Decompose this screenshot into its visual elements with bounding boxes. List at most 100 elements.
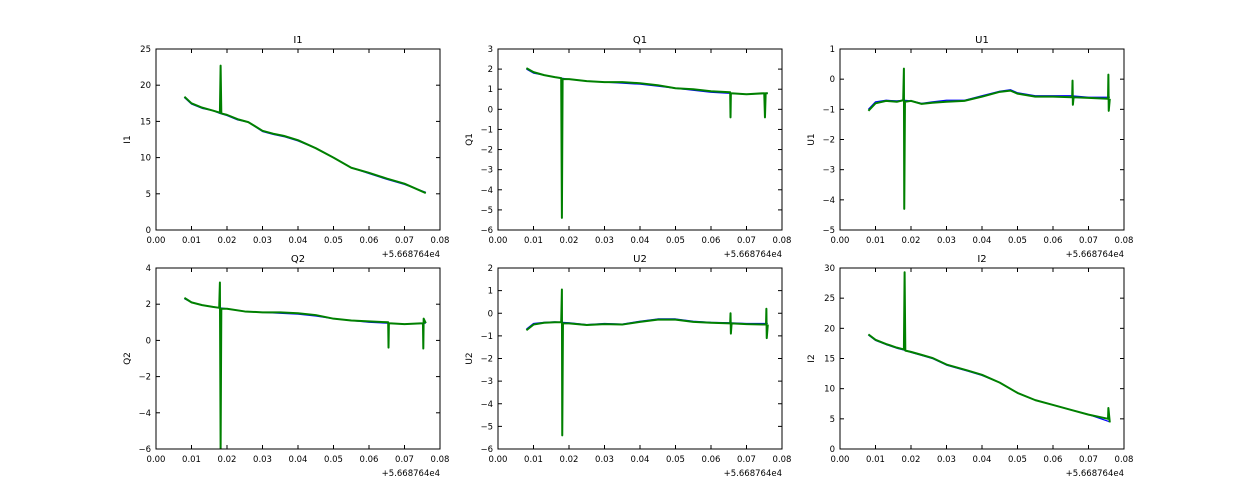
x-tick-label-u1-8: 0.08 bbox=[1115, 236, 1134, 246]
chart-title-i1: I1 bbox=[293, 35, 302, 46]
x-tick-label-i1-4: 0.04 bbox=[289, 236, 308, 246]
y-tick-label-i1-5: 25 bbox=[140, 45, 151, 55]
x-tick-label-q1-5: 0.05 bbox=[666, 236, 685, 246]
chart-i1: 0.00 0.01 0.02 0.03 0.04 0.05 0.06 0.07 0.08 0 5 10… bbox=[123, 35, 449, 260]
x-tick-label-i2-8: 0.08 bbox=[1115, 455, 1134, 465]
x-tick-label-i2-1: 0.01 bbox=[866, 455, 885, 465]
y-tick-label-q2-1: −4 bbox=[138, 409, 151, 419]
x-tick-label-u2-8: 0.08 bbox=[773, 455, 792, 465]
x-tick-label-q1-0: 0.00 bbox=[489, 236, 508, 246]
y-tick-label-u1-6: 1 bbox=[830, 45, 835, 55]
y-tick-label-q1-1: −5 bbox=[480, 206, 493, 216]
y-tick-label-u1-1: −4 bbox=[822, 196, 835, 206]
y-axis-label-u1: U1 bbox=[807, 133, 817, 145]
y-axis-label-q1: Q1 bbox=[465, 133, 475, 146]
x-tick-label-u2-6: 0.06 bbox=[702, 455, 721, 465]
y-tick-label-q1-4: −2 bbox=[480, 146, 493, 156]
y-tick-label-q1-0: −6 bbox=[480, 226, 493, 236]
x-tick-label-i1-6: 0.06 bbox=[360, 236, 379, 246]
x-tick-label-q2-3: 0.03 bbox=[253, 455, 272, 465]
y-tick-label-u2-1: −5 bbox=[480, 422, 493, 432]
x-tick-label-u1-2: 0.02 bbox=[902, 236, 921, 246]
y-tick-label-u1-3: −2 bbox=[822, 136, 835, 146]
y-axis-label-i1: I1 bbox=[123, 135, 133, 143]
y-tick-label-u1-2: −3 bbox=[822, 166, 835, 176]
x-tick-label-q1-4: 0.04 bbox=[631, 236, 650, 246]
chart-title-u2: U2 bbox=[633, 254, 647, 265]
y-tick-label-i1-0: 0 bbox=[146, 226, 151, 236]
x-offset-label-i1: +5.668764e4 bbox=[382, 250, 440, 260]
y-tick-label-q2-2: −2 bbox=[138, 373, 151, 383]
y-tick-label-u2-6: 0 bbox=[488, 309, 493, 319]
x-tick-label-i2-5: 0.05 bbox=[1008, 455, 1027, 465]
x-tick-label-i1-0: 0.00 bbox=[147, 236, 166, 246]
x-tick-label-q1-6: 0.06 bbox=[702, 236, 721, 246]
y-tick-label-q1-8: 2 bbox=[488, 65, 493, 75]
x-tick-label-i1-2: 0.02 bbox=[218, 236, 237, 246]
y-axis-label-u2: U2 bbox=[465, 352, 475, 364]
chart-title-i2: I2 bbox=[977, 254, 986, 265]
y-axis-label-i2: I2 bbox=[807, 354, 817, 362]
x-tick-label-u1-4: 0.04 bbox=[973, 236, 992, 246]
x-tick-label-q2-1: 0.01 bbox=[182, 455, 201, 465]
y-tick-label-u2-7: 1 bbox=[488, 287, 493, 297]
chart-i2: 0.00 0.01 0.02 0.03 0.04 0.05 0.06 0.07 0.08 0 5 10… bbox=[807, 254, 1133, 479]
x-tick-label-q1-8: 0.08 bbox=[773, 236, 792, 246]
series-line-u1-2 bbox=[867, 67, 1111, 210]
x-tick-label-q1-3: 0.03 bbox=[595, 236, 614, 246]
y-tick-label-q1-5: −1 bbox=[480, 125, 493, 135]
y-tick-label-u2-3: −3 bbox=[480, 377, 493, 387]
x-tick-label-u2-4: 0.04 bbox=[631, 455, 650, 465]
x-tick-label-u1-7: 0.07 bbox=[1079, 236, 1098, 246]
x-tick-label-i1-7: 0.07 bbox=[395, 236, 414, 246]
chart-q1: 0.00 0.01 0.02 0.03 0.04 0.05 0.06 0.07 0.08 −6 −5… bbox=[465, 35, 791, 260]
series-line-i2-2 bbox=[867, 271, 1111, 423]
y-tick-label-q1-7: 1 bbox=[488, 85, 493, 95]
x-tick-label-q2-5: 0.05 bbox=[324, 455, 343, 465]
x-tick-label-q2-6: 0.06 bbox=[360, 455, 379, 465]
chart-title-u1: U1 bbox=[975, 35, 989, 46]
x-tick-label-i2-0: 0.00 bbox=[831, 455, 850, 465]
y-axis-label-q2: Q2 bbox=[123, 352, 133, 365]
y-tick-label-u1-4: −1 bbox=[822, 105, 835, 115]
x-tick-label-u1-6: 0.06 bbox=[1044, 236, 1063, 246]
x-tick-label-q2-2: 0.02 bbox=[218, 455, 237, 465]
x-tick-label-u2-0: 0.00 bbox=[489, 455, 508, 465]
x-tick-label-u1-5: 0.05 bbox=[1008, 236, 1027, 246]
chart-q2: 0.00 0.01 0.02 0.03 0.04 0.05 0.06 0.07 0.08 −6 −4… bbox=[123, 254, 449, 479]
x-tick-label-u2-3: 0.03 bbox=[595, 455, 614, 465]
x-tick-label-i2-2: 0.02 bbox=[902, 455, 921, 465]
x-tick-label-u1-0: 0.00 bbox=[831, 236, 850, 246]
y-tick-label-i1-3: 15 bbox=[140, 117, 151, 127]
y-tick-label-u1-5: 0 bbox=[830, 75, 835, 85]
y-tick-label-i2-0: 0 bbox=[830, 445, 835, 455]
x-tick-label-u2-7: 0.07 bbox=[737, 455, 756, 465]
x-offset-label-u2: +5.668764e4 bbox=[724, 469, 782, 479]
y-tick-label-u2-0: −6 bbox=[480, 445, 493, 455]
series-line-q2-2 bbox=[183, 281, 427, 449]
chart-title-q1: Q1 bbox=[633, 35, 647, 46]
y-tick-label-i2-4: 20 bbox=[824, 324, 835, 334]
y-tick-label-i1-4: 20 bbox=[140, 81, 151, 91]
y-tick-label-u1-0: −5 bbox=[822, 226, 835, 236]
series-line-i1-2 bbox=[183, 64, 427, 194]
x-tick-label-i1-1: 0.01 bbox=[182, 236, 201, 246]
x-tick-label-u2-1: 0.01 bbox=[524, 455, 543, 465]
x-tick-label-i1-5: 0.05 bbox=[324, 236, 343, 246]
chart-title-q2: Q2 bbox=[291, 254, 305, 265]
y-tick-label-q2-5: 4 bbox=[146, 264, 151, 274]
x-tick-label-u1-1: 0.01 bbox=[866, 236, 885, 246]
x-tick-label-i1-8: 0.08 bbox=[431, 236, 450, 246]
y-tick-label-i2-2: 10 bbox=[824, 385, 835, 395]
x-tick-label-q1-1: 0.01 bbox=[524, 236, 543, 246]
x-offset-label-q1: +5.668764e4 bbox=[724, 250, 782, 260]
y-tick-label-q1-6: 0 bbox=[488, 105, 493, 115]
series-line-u2-2 bbox=[525, 288, 769, 437]
y-tick-label-q1-2: −4 bbox=[480, 186, 493, 196]
x-tick-label-u2-2: 0.02 bbox=[560, 455, 579, 465]
y-tick-label-i2-3: 15 bbox=[824, 355, 835, 365]
x-tick-label-u2-5: 0.05 bbox=[666, 455, 685, 465]
y-tick-label-u2-5: −1 bbox=[480, 332, 493, 342]
x-tick-label-q1-2: 0.02 bbox=[560, 236, 579, 246]
